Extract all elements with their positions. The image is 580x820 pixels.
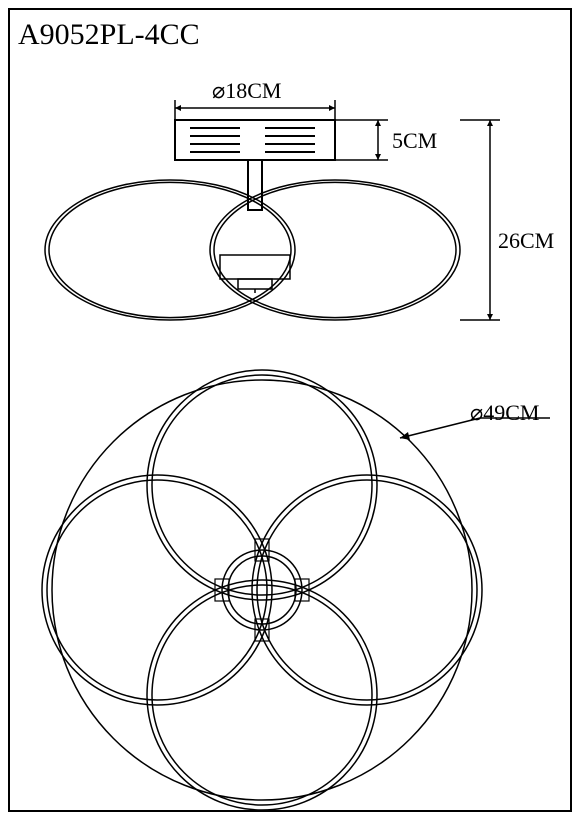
dim-label-height-5cm: 5CM xyxy=(392,128,437,154)
dim-label-diameter-49cm: ⌀49CM xyxy=(470,400,539,426)
dim-label-width-18cm: ⌀18CM xyxy=(212,78,281,104)
dim-label-height-26cm: 26CM xyxy=(498,228,554,254)
